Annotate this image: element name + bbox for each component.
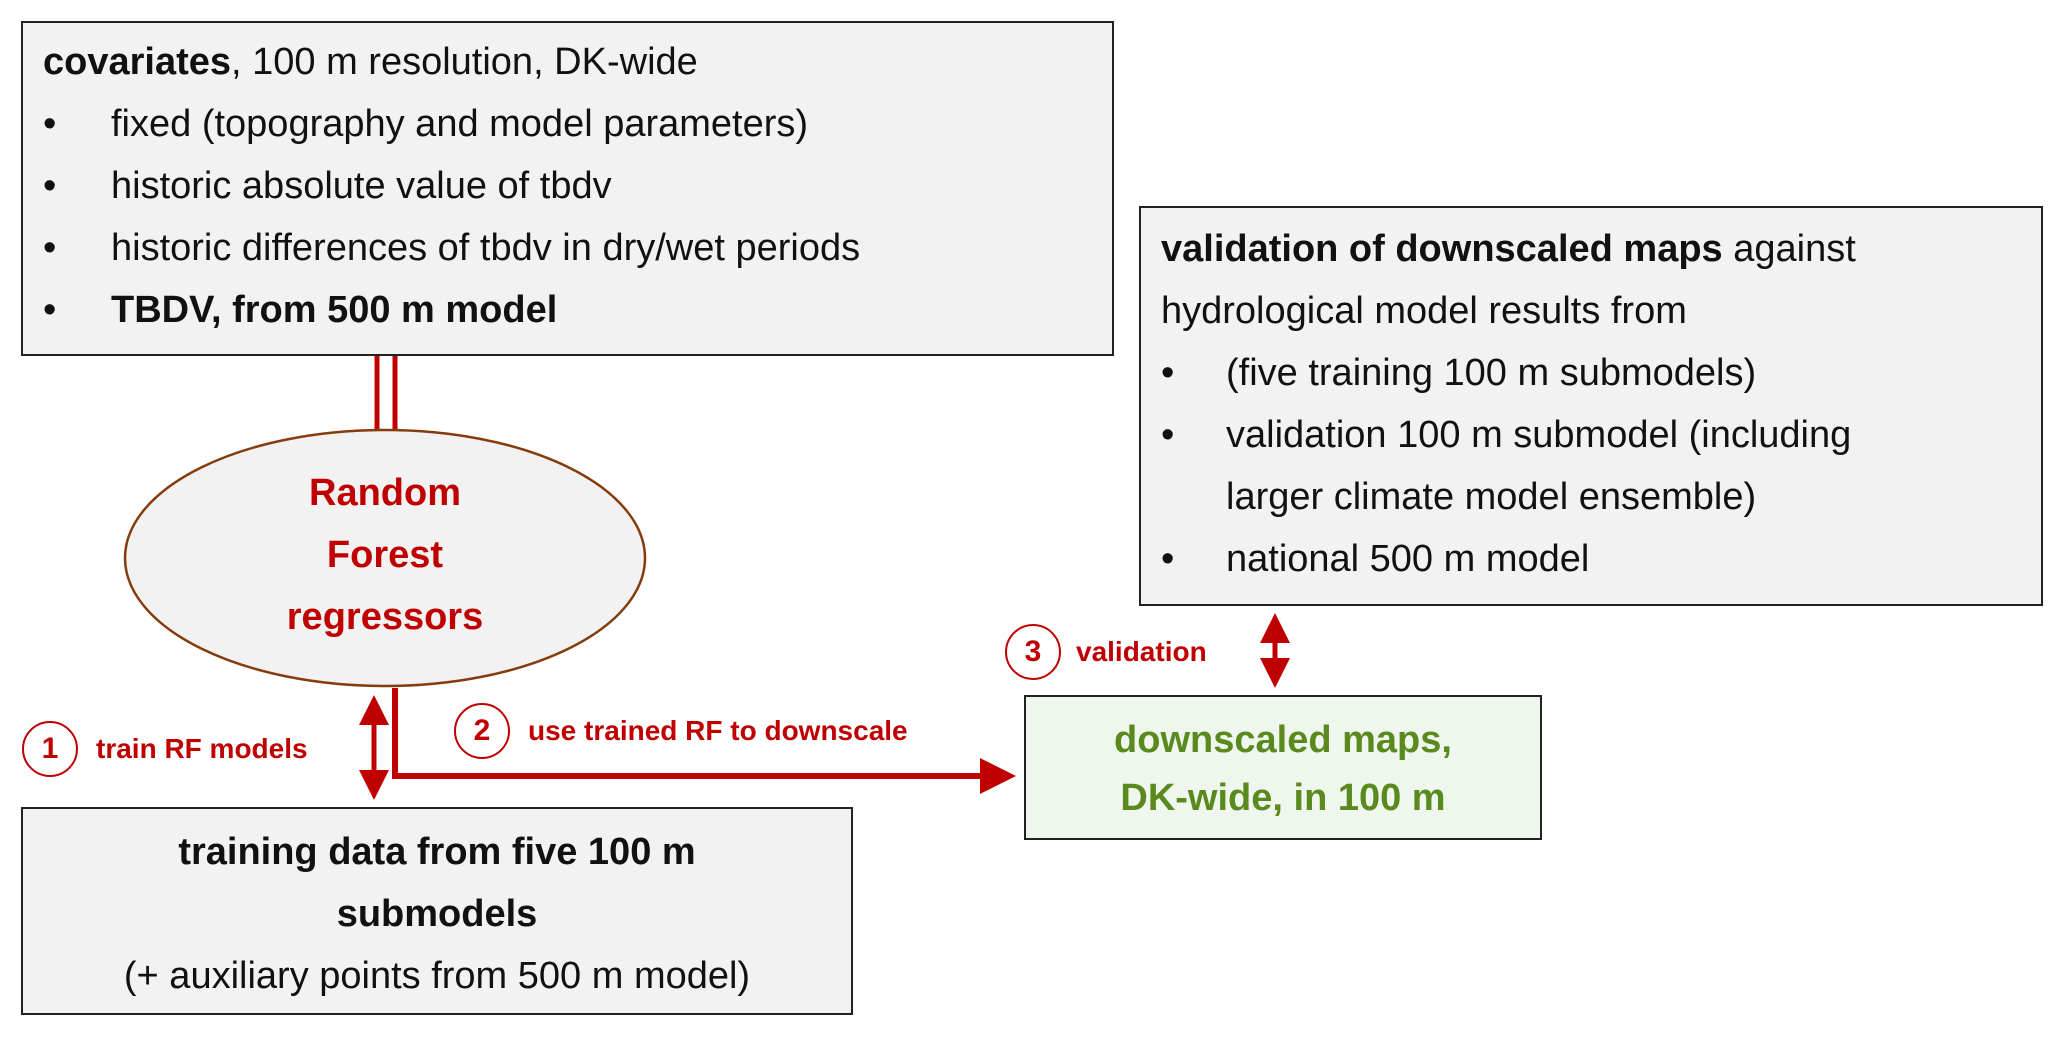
validation-item: national 500 m model xyxy=(1226,538,1590,580)
covariates-box: covariates, 100 m resolution, DK-wide • … xyxy=(21,21,1114,356)
validation-item-cont: larger climate model ensemble) xyxy=(1226,476,1757,518)
step-2-label: use trained RF to downscale xyxy=(528,715,908,746)
downscaled-line: DK-wide, in 100 m xyxy=(1120,777,1446,819)
covariate-item: historic differences of tbdv in dry/wet … xyxy=(111,227,861,269)
step-3-label: validation xyxy=(1076,636,1207,667)
bullet: • xyxy=(43,227,57,269)
covariate-item: fixed (topography and model parameters) xyxy=(111,103,809,145)
validation-line2: hydrological model results from xyxy=(1161,290,1687,332)
bullet: • xyxy=(1161,414,1175,456)
bullet: • xyxy=(1161,538,1175,580)
bullet: • xyxy=(1161,352,1175,394)
validation-item: (five training 100 m submodels) xyxy=(1226,352,1757,394)
validation-box: validation of downscaled maps against hy… xyxy=(1139,206,2043,606)
bullet: • xyxy=(43,103,57,145)
step-1-badge: 1 xyxy=(22,721,78,777)
rf-line: Forest xyxy=(326,534,444,576)
covariate-item-tbdv: TBDV, from 500 m model xyxy=(111,289,558,331)
downscaled-line: downscaled maps, xyxy=(1114,719,1452,761)
training-aux-line: (+ auxiliary points from 500 m model) xyxy=(123,955,751,997)
training-line: training data from five 100 m xyxy=(178,831,696,873)
rf-line: regressors xyxy=(286,596,484,638)
rf-line: Random xyxy=(309,472,461,514)
training-line: submodels xyxy=(336,893,538,935)
bullet: • xyxy=(43,289,57,331)
validation-title: validation of downscaled maps against xyxy=(1161,228,1856,270)
downscaled-box: downscaled maps, DK-wide, in 100 m xyxy=(1024,695,1542,840)
training-box: training data from five 100 m submodels … xyxy=(21,807,853,1015)
covariate-item: historic absolute value of tbdv xyxy=(111,165,612,207)
covariates-title: covariates, 100 m resolution, DK-wide xyxy=(43,41,698,83)
downscale-arrow xyxy=(392,688,1016,794)
validation-item: validation 100 m submodel (including xyxy=(1226,414,1852,456)
bullet: • xyxy=(43,165,57,207)
rf-label: Random Forest regressors xyxy=(125,462,645,648)
rf-ellipse xyxy=(123,428,647,688)
step-3-badge: 3 xyxy=(1005,624,1061,680)
step-1-label: train RF models xyxy=(96,733,308,764)
step-2-badge: 2 xyxy=(454,703,510,759)
